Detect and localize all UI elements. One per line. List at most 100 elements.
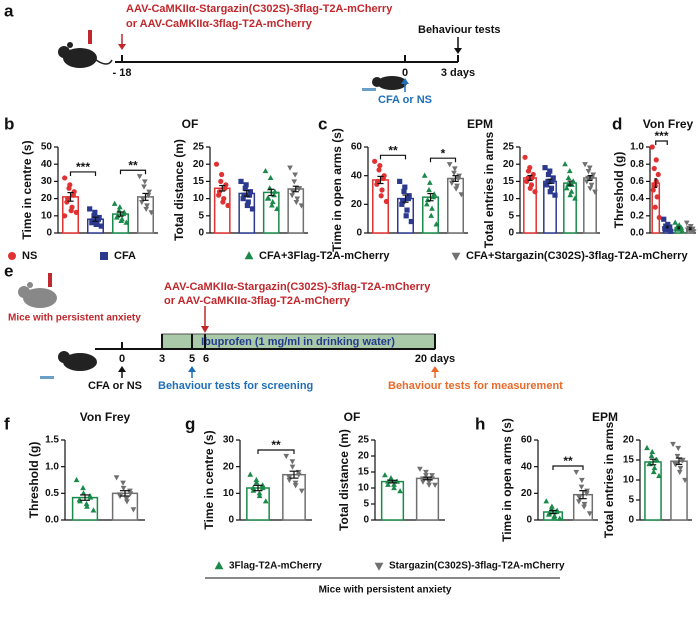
panel-label: f (4, 414, 10, 433)
legend-marker (100, 252, 108, 260)
error-bar (452, 175, 459, 182)
y-tick-label: 20 (223, 461, 235, 472)
data-point (259, 482, 266, 488)
legend-label: NS (22, 250, 37, 262)
legend-marker (451, 252, 461, 261)
data-point (89, 220, 95, 226)
data-point (451, 170, 457, 176)
data-point (572, 195, 578, 201)
y-tick-label: 40 (521, 461, 533, 472)
data-point (272, 188, 278, 194)
screening-text: Behaviour tests for screening (158, 380, 313, 392)
data-point (426, 186, 432, 193)
data-point (90, 507, 97, 513)
data-point (661, 216, 667, 222)
injection-text: CFA or NS (88, 380, 142, 392)
data-point (652, 204, 658, 210)
data-point (421, 172, 428, 178)
data-point (116, 204, 123, 210)
data-point (590, 172, 597, 178)
data-point (429, 205, 435, 211)
data-point (587, 186, 594, 192)
y-tick-label: 0 (228, 515, 234, 526)
significance-bracket (257, 449, 295, 454)
significance-bracket (379, 154, 407, 160)
data-point (446, 162, 453, 168)
y-axis-label: Total entries in arms (482, 131, 496, 248)
mouse-icon (362, 76, 407, 91)
data-point (586, 511, 593, 517)
legend-label: 3Flag-T2A-mCherry (229, 561, 322, 572)
data-point (573, 469, 580, 476)
data-point (298, 488, 305, 494)
data-point (404, 207, 410, 213)
error-bar (677, 226, 681, 230)
data-point (84, 503, 90, 509)
error-bar (587, 174, 593, 181)
error-bar (654, 178, 658, 189)
data-point (432, 482, 438, 488)
data-point (269, 202, 275, 208)
significance-bracket (119, 169, 147, 175)
data-point (552, 192, 558, 198)
y-tick-label: 60 (521, 435, 533, 446)
data-point (111, 200, 118, 206)
y-tick-label: 50 (41, 142, 53, 153)
timeline-e: AAV-CaMKIIα-Stargazin(C302S)-3flag-T2A-m… (8, 273, 563, 392)
data-point (274, 205, 280, 211)
data-point (524, 178, 530, 184)
data-point (289, 459, 296, 465)
y-tick-label: 0.2 (630, 210, 644, 221)
data-point (529, 175, 535, 181)
y-axis-label: Time in centre (s) (202, 430, 216, 529)
chart-title: OF (344, 410, 361, 424)
data-point (423, 469, 429, 476)
data-point (649, 144, 655, 150)
chart-title: OF (182, 117, 199, 131)
data-point (98, 223, 104, 229)
data-point (143, 206, 150, 213)
data-point (220, 199, 226, 205)
y-tick-label: 0.8 (630, 159, 644, 170)
data-point (123, 219, 130, 225)
injection-text: CFA or NS (378, 94, 432, 106)
data-point (423, 473, 429, 479)
data-point (405, 196, 411, 202)
timeline-a: AAV-CaMKIIα-Stargazin(C302S)-3flag-T2A-m… (58, 3, 501, 106)
data-point (679, 457, 685, 464)
data-point (93, 221, 99, 227)
y-tick-label: 20 (623, 435, 635, 446)
data-point (377, 163, 383, 169)
y-tick-label: 25 (503, 142, 515, 153)
data-point (670, 441, 676, 448)
day-label: 5 (189, 353, 195, 365)
significance-label: ** (271, 438, 281, 452)
panel-label: d (612, 114, 622, 133)
arrowhead (188, 366, 196, 372)
measurement-text: Behaviour tests for measurement (388, 380, 563, 392)
error-bar (423, 476, 432, 481)
data-point (292, 480, 299, 486)
error-bar (549, 509, 557, 515)
data-point (225, 202, 231, 209)
data-point (253, 476, 260, 483)
data-point (73, 476, 80, 483)
significance-bracket (69, 171, 97, 176)
data-point (376, 167, 382, 173)
data-point (68, 208, 74, 214)
data-point (219, 171, 225, 178)
data-point (216, 192, 222, 198)
y-tick-label: 10 (223, 488, 235, 499)
bar (137, 196, 154, 234)
data-point (246, 192, 253, 198)
data-point (566, 167, 573, 174)
data-point (379, 187, 385, 193)
y-axis-label: Total distance (m) (337, 429, 351, 531)
data-point (286, 475, 293, 481)
data-point (401, 188, 407, 195)
y-tick-label: 1.0 (630, 142, 644, 153)
virus-text: AAV-CaMKIIα-Stargazin(C302S)-3flag-T2A-m… (126, 3, 393, 15)
data-point (551, 514, 557, 520)
data-point (430, 194, 437, 200)
data-point (546, 511, 552, 517)
